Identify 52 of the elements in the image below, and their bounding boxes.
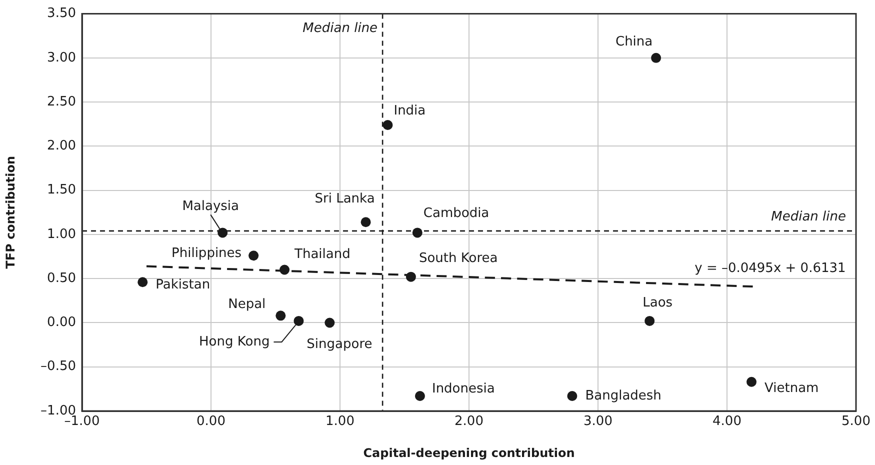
y-tick-label: 1.50 <box>47 182 76 198</box>
annotation: South Korea <box>418 251 498 266</box>
annotation: Hong Kong <box>199 334 270 350</box>
y-tick-label: 2.00 <box>47 138 76 154</box>
point <box>414 390 425 401</box>
y-tick-label: 0.50 <box>47 270 76 286</box>
annotation: Pakistan <box>156 278 210 293</box>
annotation: Thailand <box>294 247 350 262</box>
point <box>644 316 655 326</box>
annotation: Bangladesh <box>585 388 662 404</box>
x-axis-title: Capital-deepening contribution <box>363 446 575 460</box>
point <box>567 390 578 401</box>
point <box>294 316 304 326</box>
annotation: Vietnam <box>764 381 819 396</box>
annotation: Sri Lanka <box>314 191 375 206</box>
annotation: Philippines <box>172 246 242 262</box>
point <box>248 250 259 261</box>
x-tick-label: 2.00 <box>454 414 484 430</box>
annotation: Indonesia <box>432 381 495 396</box>
annotation: China <box>615 34 653 50</box>
x-tick-label: 0.00 <box>196 414 226 430</box>
annotation: Nepal <box>228 297 266 312</box>
y-tick-label: –0.50 <box>40 359 76 374</box>
annotation: Laos <box>642 295 673 310</box>
point <box>276 310 286 321</box>
annotation: Cambodia <box>423 206 490 222</box>
x-tick-label: 1.00 <box>326 414 354 430</box>
point <box>406 272 416 282</box>
ref-line-label: Median line <box>771 209 846 224</box>
point <box>651 52 662 63</box>
point <box>324 318 335 328</box>
point <box>746 376 757 387</box>
point <box>382 120 393 130</box>
series-label: y = –0.0495x + 0.6131 <box>694 260 846 276</box>
point <box>280 264 290 275</box>
annotation: India <box>394 103 426 118</box>
y-tick-label: 0.00 <box>47 315 76 330</box>
x-tick-label: 4.00 <box>712 414 742 430</box>
y-tick-label: 1.00 <box>47 226 76 242</box>
y-tick-label: 3.00 <box>47 50 76 66</box>
annotation: Malaysia <box>182 199 240 214</box>
point <box>412 228 422 238</box>
y-tick-label: 2.50 <box>47 94 76 110</box>
point <box>138 277 148 288</box>
x-tick-label: 3.00 <box>584 414 612 430</box>
point <box>360 217 371 228</box>
point <box>218 228 228 238</box>
y-tick-label: 3.50 <box>47 6 76 22</box>
x-tick-label: 5.00 <box>842 414 870 430</box>
annotation: Singapore <box>306 337 372 352</box>
ref-line-label: Median line <box>302 21 378 36</box>
y-axis-title: TFP contribution <box>3 156 18 269</box>
